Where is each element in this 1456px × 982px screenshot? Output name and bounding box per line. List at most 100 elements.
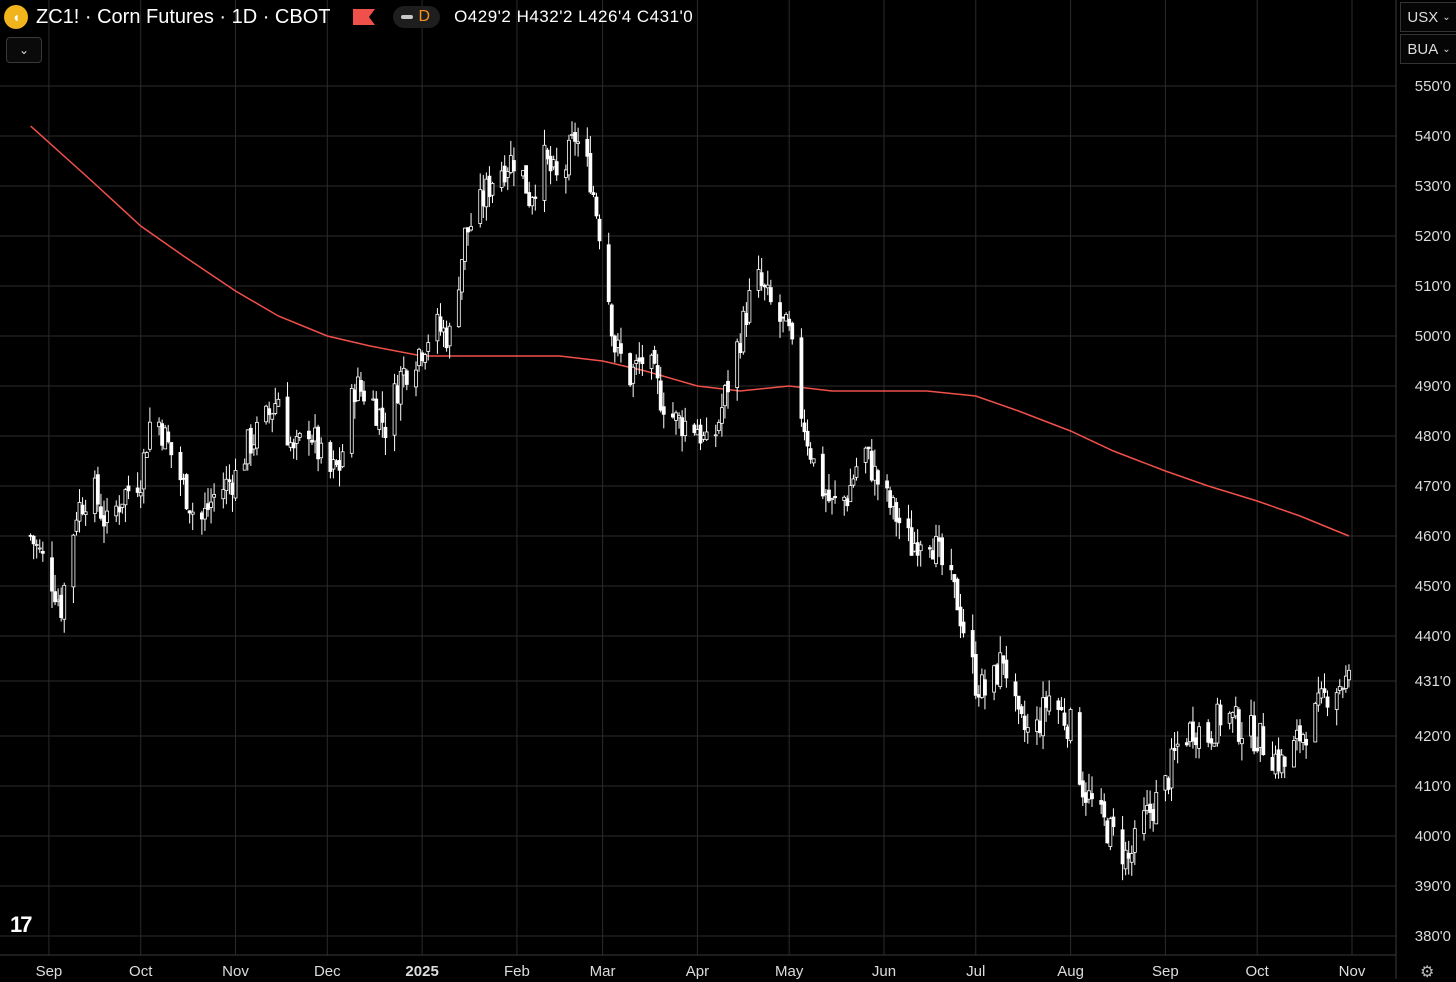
candle-body bbox=[1163, 775, 1168, 791]
y-tick-label: 470'0 bbox=[1415, 478, 1451, 495]
candle-body bbox=[1215, 703, 1220, 744]
candle-body bbox=[1273, 753, 1278, 775]
candle-body bbox=[671, 413, 675, 418]
candle-body bbox=[123, 489, 128, 506]
candle-body bbox=[1209, 738, 1214, 744]
candle-body bbox=[649, 354, 654, 369]
candle-body bbox=[1270, 757, 1275, 771]
candle-body bbox=[1212, 742, 1217, 747]
candle-body bbox=[163, 427, 168, 450]
candle-body bbox=[230, 482, 235, 495]
candle-body bbox=[976, 694, 981, 698]
candle-body bbox=[1249, 715, 1253, 737]
candle-body bbox=[245, 429, 250, 465]
candle-body bbox=[1255, 747, 1260, 752]
candle-body bbox=[1206, 722, 1211, 743]
candle-body bbox=[1035, 719, 1039, 732]
candle-body bbox=[567, 139, 571, 176]
candle-body bbox=[940, 537, 945, 566]
candle-body bbox=[1044, 696, 1049, 708]
candle-body bbox=[524, 165, 529, 194]
candle-body bbox=[187, 510, 192, 514]
y-tick-label: 510'0 bbox=[1415, 278, 1451, 295]
candle-body bbox=[1291, 740, 1296, 768]
candle-body bbox=[658, 380, 663, 411]
candle-body bbox=[1047, 695, 1052, 712]
candle-body bbox=[1148, 803, 1153, 813]
candle-body bbox=[181, 477, 186, 480]
candle-body bbox=[227, 479, 232, 483]
collapse-button[interactable]: ⌄ bbox=[6, 37, 42, 63]
candle-body bbox=[31, 535, 36, 545]
candle-body bbox=[120, 503, 125, 508]
candle-body bbox=[551, 159, 556, 168]
candle-body bbox=[1087, 790, 1091, 800]
candle-body bbox=[92, 477, 97, 514]
candle-body bbox=[716, 422, 721, 432]
candle-body bbox=[955, 578, 960, 611]
candle-body bbox=[937, 537, 941, 542]
candle-body bbox=[698, 424, 703, 444]
candle-body bbox=[435, 313, 440, 342]
candle-body bbox=[585, 138, 590, 157]
candle-body bbox=[805, 430, 810, 447]
candle-body bbox=[808, 448, 813, 460]
candle-body bbox=[894, 502, 899, 522]
symbol-title[interactable]: ZC1! · Corn Futures · 1D · CBOT bbox=[36, 5, 331, 28]
candle-body bbox=[505, 171, 510, 178]
candle-body bbox=[1083, 792, 1088, 803]
tradingview-logo[interactable]: 17 bbox=[10, 912, 33, 937]
moving-average-layer bbox=[30, 125, 1350, 537]
candle-body bbox=[631, 366, 636, 384]
candle-body bbox=[1099, 800, 1104, 805]
candle-body bbox=[508, 155, 513, 173]
candle-body bbox=[1343, 675, 1348, 689]
interval-pill[interactable]: D bbox=[392, 6, 441, 28]
candle-body bbox=[95, 474, 100, 505]
chart-header: ◖ ZC1! · Corn Futures · 1D · CBOT D O429… bbox=[4, 2, 693, 32]
flag-icon[interactable] bbox=[352, 9, 375, 25]
gear-icon[interactable]: ⚙ bbox=[1420, 964, 1435, 981]
candle-body bbox=[1041, 697, 1045, 737]
chevron-down-icon: ⌄ bbox=[18, 43, 30, 57]
candle-body bbox=[570, 134, 574, 136]
candle-body bbox=[285, 396, 290, 446]
candle-body bbox=[609, 304, 614, 337]
candle-body bbox=[469, 226, 473, 231]
candle-body bbox=[487, 175, 492, 197]
candle-body bbox=[799, 337, 804, 419]
candle-body bbox=[533, 196, 538, 199]
y-tick-label: 490'0 bbox=[1415, 378, 1451, 395]
candle-body bbox=[138, 492, 143, 497]
candle-body bbox=[554, 161, 559, 176]
x-tick-label: Oct bbox=[1246, 963, 1270, 979]
corn-coin-icon[interactable]: ◖ bbox=[4, 5, 28, 29]
candle-body bbox=[606, 244, 611, 303]
currency-selector[interactable]: USX ⌄ bbox=[1400, 2, 1456, 32]
candle-body bbox=[1261, 726, 1266, 756]
candle-body bbox=[1301, 734, 1305, 743]
candle-body bbox=[307, 430, 311, 440]
unit-selector[interactable]: BUA ⌄ bbox=[1400, 34, 1456, 64]
candle-body bbox=[1194, 737, 1198, 746]
candle-body bbox=[704, 431, 709, 441]
candle-body bbox=[545, 149, 550, 160]
x-tick-label: Aug bbox=[1057, 963, 1084, 979]
candle-body bbox=[377, 409, 382, 430]
candle-body bbox=[383, 426, 388, 439]
candle-body bbox=[934, 536, 938, 565]
candle-body bbox=[1151, 809, 1156, 821]
candle-body bbox=[719, 407, 724, 424]
candle-body bbox=[1347, 669, 1351, 681]
candle-body bbox=[438, 316, 443, 332]
candle-body bbox=[637, 357, 642, 362]
x-tick-label: May bbox=[775, 963, 804, 979]
candle-body bbox=[355, 376, 360, 401]
y-tick-label: 480'0 bbox=[1415, 428, 1451, 445]
candle-body bbox=[1258, 722, 1263, 748]
candle-body bbox=[160, 423, 165, 446]
candle-body bbox=[135, 487, 140, 493]
candle-body bbox=[144, 452, 149, 458]
candle-body bbox=[340, 451, 345, 468]
